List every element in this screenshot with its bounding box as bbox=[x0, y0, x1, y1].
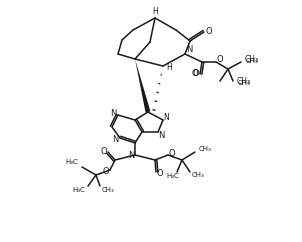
Text: CH₃: CH₃ bbox=[237, 76, 251, 85]
Text: CH₃: CH₃ bbox=[102, 187, 114, 193]
Text: O: O bbox=[169, 150, 175, 159]
Text: N: N bbox=[112, 135, 118, 144]
Text: H: H bbox=[152, 8, 158, 16]
Text: H: H bbox=[166, 63, 172, 73]
Text: CH₃: CH₃ bbox=[192, 172, 204, 178]
Text: N: N bbox=[163, 113, 169, 121]
Text: O: O bbox=[101, 146, 107, 156]
Text: CH₃: CH₃ bbox=[246, 58, 259, 64]
Text: CH₃: CH₃ bbox=[199, 146, 211, 152]
Text: O: O bbox=[103, 166, 109, 175]
Text: H₃C: H₃C bbox=[167, 173, 179, 179]
Text: N: N bbox=[110, 108, 116, 118]
Text: O: O bbox=[206, 27, 212, 36]
Text: O: O bbox=[192, 69, 198, 78]
Polygon shape bbox=[135, 59, 150, 113]
Text: H₃C: H₃C bbox=[72, 187, 85, 193]
Text: N: N bbox=[128, 151, 134, 159]
Text: O: O bbox=[157, 168, 163, 177]
Text: CH₃: CH₃ bbox=[238, 80, 250, 86]
Text: O: O bbox=[217, 54, 223, 63]
Text: N: N bbox=[186, 45, 192, 54]
Text: N: N bbox=[158, 131, 164, 141]
Text: H₃C: H₃C bbox=[66, 159, 79, 165]
Text: O: O bbox=[193, 69, 199, 78]
Text: CH₃: CH₃ bbox=[245, 55, 259, 65]
